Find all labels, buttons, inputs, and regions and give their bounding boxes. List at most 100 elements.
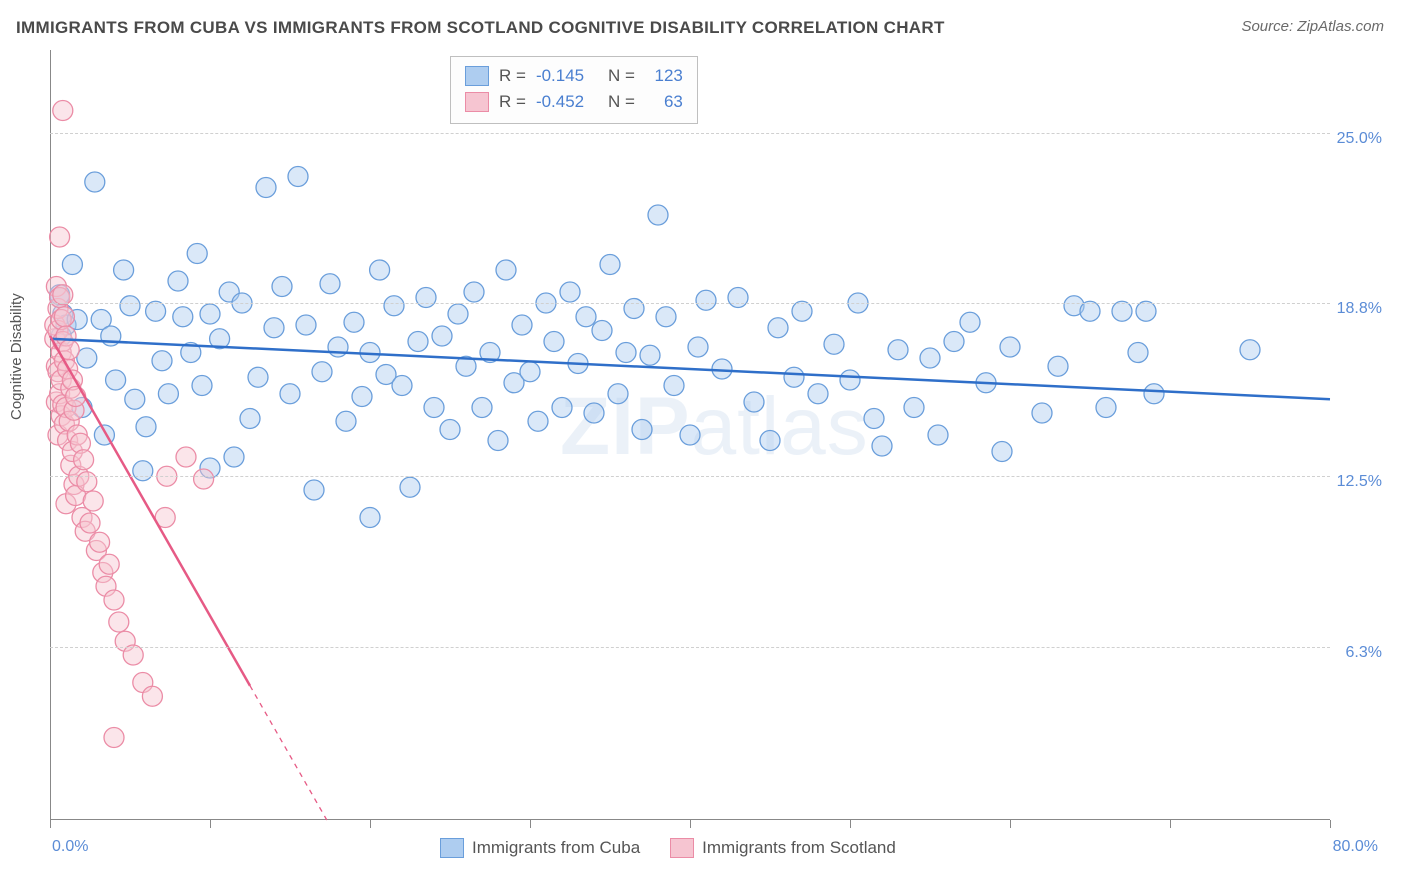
chart-container: IMMIGRANTS FROM CUBA VS IMMIGRANTS FROM … bbox=[0, 0, 1406, 892]
data-point bbox=[488, 431, 508, 451]
data-point bbox=[248, 367, 268, 387]
data-point bbox=[1144, 384, 1164, 404]
data-point bbox=[99, 554, 119, 574]
data-point bbox=[109, 612, 129, 632]
data-point bbox=[272, 277, 292, 297]
stats-legend-box: R =-0.145N =123R =-0.452N =63 bbox=[450, 56, 698, 124]
data-point bbox=[125, 389, 145, 409]
data-point bbox=[352, 387, 372, 407]
data-point bbox=[192, 376, 212, 396]
data-point bbox=[1000, 337, 1020, 357]
gridline bbox=[50, 133, 1330, 134]
data-point bbox=[240, 409, 260, 429]
data-point bbox=[74, 450, 94, 470]
data-point bbox=[158, 384, 178, 404]
data-point bbox=[464, 282, 484, 302]
n-value: 63 bbox=[645, 89, 683, 115]
stats-legend-row: R =-0.145N =123 bbox=[465, 63, 683, 89]
data-point bbox=[440, 420, 460, 440]
data-point bbox=[106, 370, 126, 390]
data-point bbox=[384, 296, 404, 316]
data-point bbox=[123, 645, 143, 665]
data-point bbox=[928, 425, 948, 445]
data-point bbox=[53, 285, 73, 305]
data-point bbox=[920, 348, 940, 368]
legend-item: Immigrants from Scotland bbox=[670, 838, 896, 858]
series-swatch bbox=[465, 92, 489, 112]
data-point bbox=[688, 337, 708, 357]
data-point bbox=[360, 508, 380, 528]
data-point bbox=[328, 337, 348, 357]
x-tick bbox=[210, 820, 211, 828]
data-point bbox=[264, 318, 284, 338]
gridline bbox=[50, 303, 1330, 304]
data-point bbox=[152, 351, 172, 371]
data-point bbox=[296, 315, 316, 335]
n-label: N = bbox=[608, 89, 635, 115]
data-point bbox=[114, 260, 134, 280]
data-point bbox=[784, 367, 804, 387]
data-point bbox=[146, 301, 166, 321]
data-point bbox=[53, 101, 73, 121]
data-point bbox=[824, 334, 844, 354]
data-point bbox=[744, 392, 764, 412]
data-point bbox=[120, 296, 140, 316]
data-point bbox=[304, 480, 324, 500]
data-point bbox=[528, 411, 548, 431]
data-point bbox=[344, 312, 364, 332]
data-point bbox=[1128, 343, 1148, 363]
data-point bbox=[136, 417, 156, 437]
data-point bbox=[576, 307, 596, 327]
data-point bbox=[80, 513, 100, 533]
data-point bbox=[1096, 398, 1116, 418]
data-point bbox=[544, 332, 564, 352]
data-point bbox=[432, 326, 452, 346]
data-point bbox=[992, 442, 1012, 462]
data-point bbox=[616, 343, 636, 363]
x-axis-end-label: 80.0% bbox=[1333, 838, 1378, 856]
data-point bbox=[696, 290, 716, 310]
data-point bbox=[760, 431, 780, 451]
x-tick bbox=[690, 820, 691, 828]
data-point bbox=[1136, 301, 1156, 321]
data-point bbox=[90, 532, 110, 552]
data-point bbox=[808, 384, 828, 404]
data-point bbox=[85, 172, 105, 192]
data-point bbox=[200, 304, 220, 324]
data-point bbox=[280, 384, 300, 404]
x-tick bbox=[370, 820, 371, 828]
data-point bbox=[66, 387, 86, 407]
data-point bbox=[632, 420, 652, 440]
data-point bbox=[400, 477, 420, 497]
chart-title: IMMIGRANTS FROM CUBA VS IMMIGRANTS FROM … bbox=[16, 18, 945, 38]
data-point bbox=[520, 362, 540, 382]
gridline bbox=[50, 647, 1330, 648]
data-point bbox=[336, 411, 356, 431]
y-tick-label: 18.8% bbox=[1337, 300, 1382, 318]
data-point bbox=[104, 728, 124, 748]
x-tick bbox=[1170, 820, 1171, 828]
data-point bbox=[680, 425, 700, 445]
data-point bbox=[624, 299, 644, 319]
data-point bbox=[83, 491, 103, 511]
data-point bbox=[77, 472, 97, 492]
data-point bbox=[370, 260, 390, 280]
data-point bbox=[54, 307, 74, 327]
data-point bbox=[408, 332, 428, 352]
x-tick bbox=[1330, 820, 1331, 828]
series-swatch bbox=[670, 838, 694, 858]
data-point bbox=[176, 447, 196, 467]
data-point bbox=[392, 376, 412, 396]
scatter-plot-svg bbox=[50, 50, 1330, 820]
data-point bbox=[187, 244, 207, 264]
data-point bbox=[664, 376, 684, 396]
n-label: N = bbox=[608, 63, 635, 89]
data-point bbox=[472, 398, 492, 418]
y-tick-label: 25.0% bbox=[1337, 130, 1382, 148]
data-point bbox=[888, 340, 908, 360]
data-point bbox=[608, 384, 628, 404]
data-point bbox=[256, 178, 276, 198]
data-point bbox=[512, 315, 532, 335]
source-label: Source: ZipAtlas.com bbox=[1241, 18, 1384, 35]
data-point bbox=[792, 301, 812, 321]
